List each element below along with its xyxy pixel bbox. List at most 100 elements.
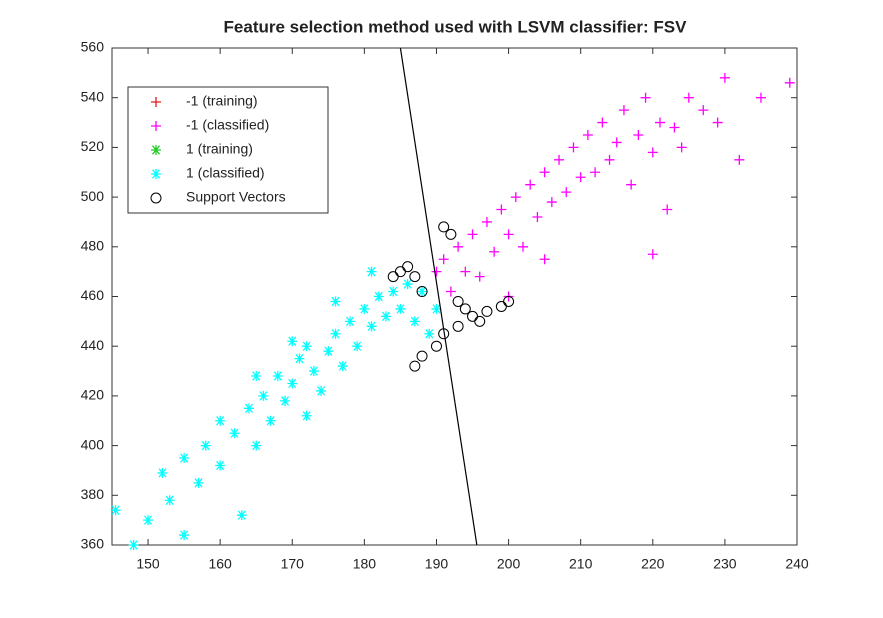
plus-marker bbox=[496, 204, 507, 215]
plus-marker bbox=[438, 254, 449, 265]
y-tick-label: 440 bbox=[81, 337, 105, 353]
x-tick-label: 210 bbox=[569, 556, 593, 572]
plus-marker bbox=[481, 216, 492, 227]
plus-marker bbox=[698, 105, 709, 116]
plus-marker bbox=[590, 167, 601, 178]
plus-marker bbox=[734, 154, 745, 165]
circle-marker bbox=[416, 286, 428, 298]
star-marker bbox=[402, 279, 413, 290]
star-marker bbox=[229, 428, 240, 439]
star-marker bbox=[323, 346, 334, 357]
star-marker bbox=[330, 328, 341, 339]
plus-marker bbox=[539, 167, 550, 178]
star-marker bbox=[373, 291, 384, 302]
plus-marker bbox=[618, 105, 629, 116]
circle-marker bbox=[430, 340, 442, 352]
plus-marker bbox=[474, 271, 485, 282]
legend-box bbox=[127, 86, 329, 214]
circle-marker bbox=[409, 271, 421, 283]
y-tick-label: 460 bbox=[81, 287, 105, 303]
circle-marker bbox=[438, 221, 450, 233]
legend-marker bbox=[151, 169, 161, 179]
plus-marker bbox=[597, 117, 608, 128]
y-tick-label: 400 bbox=[81, 436, 105, 452]
star-marker bbox=[352, 341, 363, 352]
data-layer bbox=[110, 72, 795, 550]
circle-marker bbox=[409, 360, 421, 372]
star-marker bbox=[157, 467, 168, 478]
star-marker bbox=[301, 410, 312, 421]
star-marker bbox=[164, 495, 175, 506]
plus-marker bbox=[532, 211, 543, 222]
plus-marker bbox=[561, 187, 572, 198]
y-tick-label: 360 bbox=[81, 536, 105, 552]
x-tick-label: 200 bbox=[497, 556, 521, 572]
star-marker bbox=[308, 366, 319, 377]
circle-marker bbox=[481, 305, 493, 317]
legend-label: -1 (training) bbox=[186, 93, 258, 109]
star-marker bbox=[128, 540, 139, 550]
plus-marker bbox=[445, 286, 456, 297]
legend-label: 1 (classified) bbox=[186, 165, 265, 181]
plus-marker bbox=[755, 92, 766, 103]
star-marker bbox=[179, 453, 190, 464]
star-marker bbox=[431, 303, 442, 314]
star-marker bbox=[251, 440, 262, 451]
star-marker bbox=[366, 266, 377, 277]
plus-marker bbox=[546, 197, 557, 208]
star-marker bbox=[294, 353, 305, 364]
chart-title: Feature selection method used with LSVM … bbox=[224, 17, 688, 36]
plus-marker bbox=[640, 92, 651, 103]
star-marker bbox=[215, 415, 226, 426]
circle-marker bbox=[474, 315, 486, 327]
star-marker bbox=[337, 361, 348, 372]
plus-marker bbox=[647, 147, 658, 158]
x-tick-label: 160 bbox=[208, 556, 232, 572]
star-marker bbox=[316, 385, 327, 396]
plus-marker bbox=[518, 241, 528, 252]
legend-marker bbox=[151, 121, 161, 131]
x-tick-label: 150 bbox=[136, 556, 160, 572]
circle-marker bbox=[503, 295, 515, 307]
star-marker bbox=[179, 530, 190, 541]
decision-boundary bbox=[399, 47, 478, 546]
plus-marker bbox=[510, 192, 521, 203]
plus-marker bbox=[784, 77, 795, 88]
y-tick-label: 540 bbox=[81, 88, 105, 104]
y-tick-label: 480 bbox=[81, 238, 105, 254]
star-marker bbox=[388, 286, 399, 297]
star-marker bbox=[251, 371, 262, 382]
star-marker bbox=[110, 505, 121, 516]
legend-label: Support Vectors bbox=[186, 189, 286, 205]
plus-marker bbox=[683, 92, 694, 103]
plus-marker bbox=[489, 246, 500, 257]
star-marker bbox=[215, 460, 226, 471]
star-marker bbox=[359, 303, 370, 314]
star-marker bbox=[409, 316, 420, 327]
plus-marker bbox=[647, 249, 658, 260]
y-tick-label: 500 bbox=[81, 188, 105, 204]
star-marker bbox=[193, 477, 204, 488]
star-marker bbox=[381, 311, 391, 322]
plus-marker bbox=[582, 129, 593, 140]
x-tick-label: 230 bbox=[713, 556, 737, 572]
y-tick-label: 560 bbox=[81, 39, 105, 55]
circle-marker bbox=[445, 228, 457, 240]
plus-marker bbox=[655, 117, 665, 128]
legend-label: -1 (classified) bbox=[186, 117, 269, 133]
x-tick-label: 190 bbox=[425, 556, 449, 572]
star-marker bbox=[244, 403, 254, 414]
star-marker bbox=[258, 390, 269, 401]
plus-marker bbox=[712, 117, 723, 128]
plus-marker bbox=[525, 179, 536, 190]
star-marker bbox=[143, 515, 154, 526]
plus-marker bbox=[453, 241, 464, 252]
star-marker bbox=[272, 371, 283, 382]
plus-marker bbox=[626, 179, 637, 190]
star-marker bbox=[366, 321, 377, 332]
star-marker bbox=[236, 510, 247, 521]
plus-marker bbox=[539, 254, 550, 265]
plus-marker bbox=[633, 129, 644, 140]
x-tick-label: 170 bbox=[281, 556, 305, 572]
